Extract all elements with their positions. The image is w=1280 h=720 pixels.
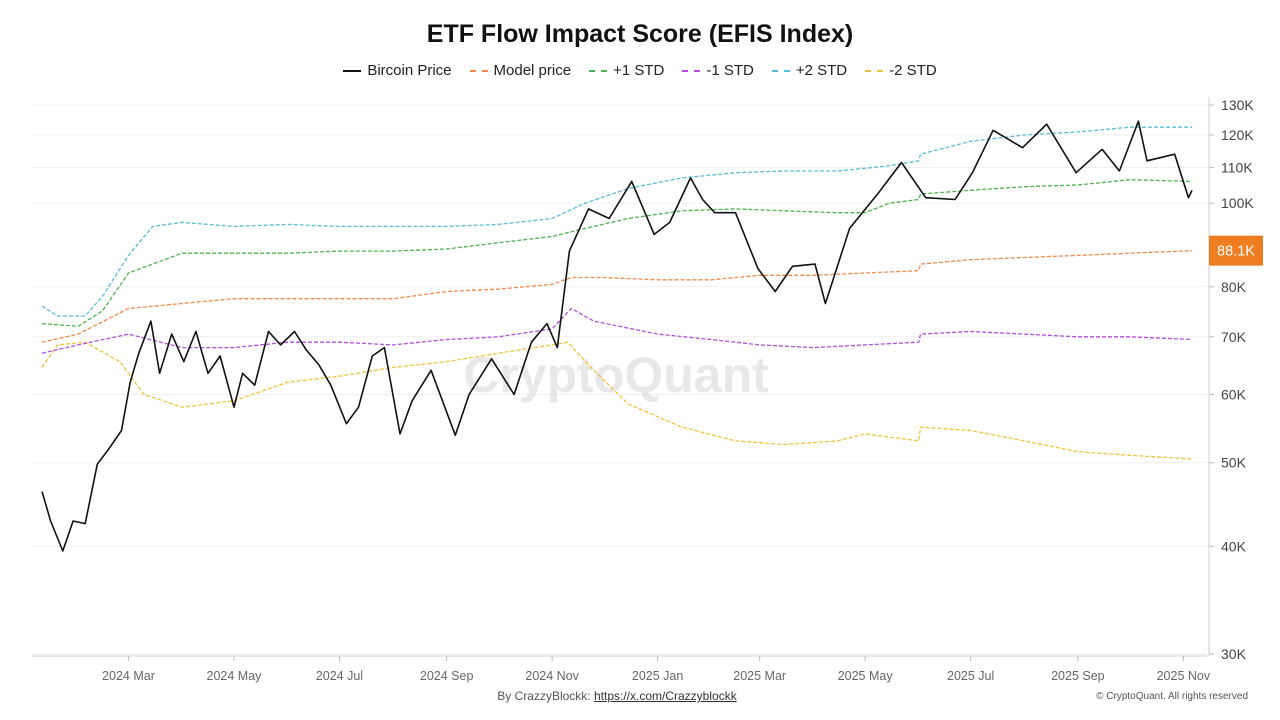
legend-label-bitcoin-price: Bircoin Price bbox=[367, 62, 452, 79]
legend-label-minus1-std: -1 STD bbox=[706, 62, 754, 79]
series-line-plus1-std bbox=[41, 179, 1193, 327]
watermark-text: CryptoQuant bbox=[463, 347, 769, 403]
legend-item-minus1-std[interactable]: -1 STD bbox=[682, 62, 754, 79]
series-line-bircoin-price bbox=[41, 120, 1193, 552]
legend-swatch-plus2-std bbox=[771, 69, 790, 72]
series-line-plus2-std bbox=[41, 126, 1192, 317]
x-axis: 2024 Mar 2024 May 2024 Jul 2024 Sep 2024 Nov… bbox=[32, 655, 1211, 683]
legend: Bircoin Price Model price +1 STD -1 STD … bbox=[0, 62, 1280, 79]
y-tick-label-6: 100K bbox=[1221, 195, 1254, 211]
legend-item-plus2-std[interactable]: +2 STD bbox=[771, 62, 848, 79]
x-tick-label-9: 2025 Sep bbox=[1051, 669, 1105, 683]
series-line-minus1-std bbox=[41, 307, 1193, 354]
series-line-minus2-std bbox=[41, 341, 1193, 460]
credit-prefix: By CrazzyBlockk: bbox=[497, 689, 591, 703]
legend-swatch-minus1-std bbox=[682, 69, 701, 72]
x-tick-label-5: 2025 Jan bbox=[632, 669, 683, 683]
y-tick-label-4: 70K bbox=[1221, 329, 1247, 345]
y-tick-label-1: 40K bbox=[1221, 538, 1247, 554]
copyright-text: © CryptoQuant. All rights reserved bbox=[1096, 691, 1248, 702]
x-tick-label-8: 2025 Jul bbox=[947, 669, 994, 683]
current-value-label: 88.1K bbox=[1217, 244, 1255, 260]
y-tick-label-3: 60K bbox=[1221, 386, 1247, 402]
legend-label-plus2-std: +2 STD bbox=[795, 62, 848, 79]
legend-label-minus2-std: -2 STD bbox=[889, 62, 937, 79]
y-tick-label-7: 110K bbox=[1221, 160, 1253, 176]
y-axis: 30K 40K 50K 60K 70K 80K 100K 110K 120K 130K bbox=[1208, 97, 1254, 662]
legend-swatch-minus2-std bbox=[865, 69, 884, 72]
x-tick-label-7: 2025 May bbox=[838, 669, 894, 683]
credit-link[interactable]: https://x.com/Crazzyblockk bbox=[593, 689, 737, 703]
legend-swatch-model-price bbox=[469, 69, 488, 72]
y-tick-label-9: 130K bbox=[1221, 97, 1254, 113]
legend-item-bitcoin-price[interactable]: Bircoin Price bbox=[343, 62, 452, 79]
legend-item-model-price[interactable]: Model price bbox=[469, 62, 572, 79]
x-tick-label-0: 2024 Mar bbox=[102, 669, 155, 683]
legend-item-plus1-std[interactable]: +1 STD bbox=[589, 62, 664, 79]
grid-lines bbox=[32, 104, 1207, 655]
x-tick-label-10: 2025 Nov bbox=[1157, 669, 1211, 683]
current-value-badge bbox=[1209, 235, 1263, 266]
current-value-marker: 88.1K bbox=[1209, 235, 1263, 266]
legend-swatch-plus1-std bbox=[589, 69, 608, 72]
chart-title: ETF Flow Impact Score (EFIS Index) bbox=[426, 20, 854, 48]
credit-line: By CrazzyBlockk: https://x.com/Crazzyblo… bbox=[0, 689, 1234, 703]
legend-label-model-price: Model price bbox=[493, 62, 572, 79]
x-tick-label-1: 2024 May bbox=[207, 669, 263, 683]
legend-item-minus2-std[interactable]: -2 STD bbox=[865, 62, 937, 79]
legend-swatch-bitcoin-price bbox=[343, 69, 362, 72]
x-tick-label-2: 2024 Jul bbox=[316, 669, 363, 683]
x-tick-label-6: 2025 Mar bbox=[733, 669, 786, 683]
y-tick-label-5: 80K bbox=[1221, 279, 1247, 295]
x-tick-label-3: 2024 Sep bbox=[420, 669, 474, 683]
series-line-model-price bbox=[41, 250, 1193, 343]
x-tick-label-4: 2024 Nov bbox=[525, 669, 579, 683]
y-tick-label-0: 30K bbox=[1221, 646, 1247, 662]
y-tick-label-2: 50K bbox=[1221, 455, 1247, 471]
series-layer bbox=[41, 120, 1193, 552]
y-tick-label-8: 120K bbox=[1221, 127, 1254, 143]
legend-label-plus1-std: +1 STD bbox=[613, 62, 665, 79]
